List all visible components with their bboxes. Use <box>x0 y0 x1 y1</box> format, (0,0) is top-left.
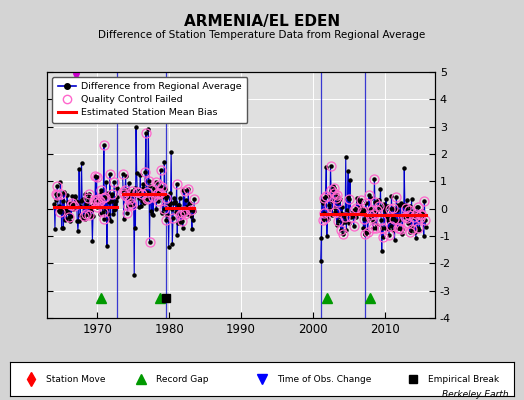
Text: ARMENIA/EL EDEN: ARMENIA/EL EDEN <box>184 14 340 29</box>
Legend: Difference from Regional Average, Quality Control Failed, Estimated Station Mean: Difference from Regional Average, Qualit… <box>52 77 247 123</box>
Text: Berkeley Earth: Berkeley Earth <box>442 390 508 399</box>
Text: Empirical Break: Empirical Break <box>428 374 499 384</box>
Text: Record Gap: Record Gap <box>156 374 209 384</box>
Text: Difference of Station Temperature Data from Regional Average: Difference of Station Temperature Data f… <box>99 30 425 40</box>
Text: Station Move: Station Move <box>46 374 105 384</box>
Text: Time of Obs. Change: Time of Obs. Change <box>277 374 372 384</box>
